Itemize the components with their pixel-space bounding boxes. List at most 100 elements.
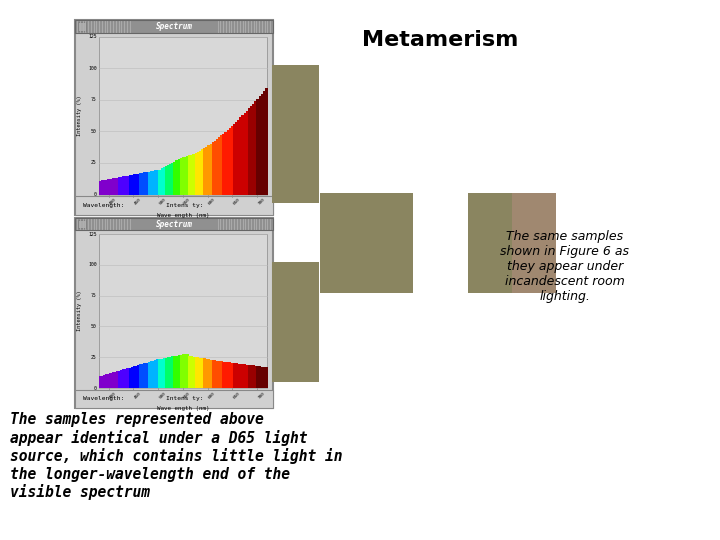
Bar <box>107 179 110 194</box>
Bar <box>152 171 155 194</box>
Bar <box>184 354 186 388</box>
Bar <box>107 374 110 388</box>
Bar <box>165 166 168 194</box>
Bar <box>75 197 273 215</box>
Text: 600: 600 <box>207 198 216 206</box>
Bar <box>139 364 142 388</box>
Bar <box>122 369 125 388</box>
Text: 650: 650 <box>233 198 240 206</box>
Bar <box>256 99 259 194</box>
Bar <box>250 106 253 194</box>
Bar <box>120 370 122 388</box>
Bar <box>222 133 225 194</box>
Bar <box>207 359 210 388</box>
Bar <box>252 366 255 388</box>
Bar <box>227 362 229 388</box>
Bar <box>137 173 140 194</box>
Bar <box>180 355 182 388</box>
Text: 25: 25 <box>91 355 96 360</box>
Bar <box>169 164 171 194</box>
Text: Intens ty:: Intens ty: <box>166 203 204 208</box>
Bar <box>261 367 264 388</box>
Bar <box>120 177 122 194</box>
Bar <box>225 362 227 388</box>
Bar <box>201 358 204 388</box>
Bar <box>78 22 86 31</box>
Bar <box>152 361 155 388</box>
Text: 400: 400 <box>109 198 117 206</box>
Bar <box>237 363 240 388</box>
Text: Wave ength (nm): Wave ength (nm) <box>157 407 209 411</box>
Bar <box>261 93 264 194</box>
Bar <box>109 373 112 388</box>
Bar <box>218 361 221 388</box>
Bar <box>150 171 153 194</box>
Bar <box>75 20 273 215</box>
Text: 450: 450 <box>133 391 142 400</box>
Bar <box>248 109 251 194</box>
Bar <box>199 151 202 194</box>
Bar <box>131 175 133 194</box>
Bar <box>190 154 193 194</box>
Bar <box>216 139 219 194</box>
Bar <box>248 365 251 388</box>
Text: 600: 600 <box>207 391 216 400</box>
Bar <box>131 367 133 388</box>
Bar <box>233 363 235 388</box>
Bar <box>233 124 235 194</box>
Bar <box>252 104 255 194</box>
Text: Intensity (%): Intensity (%) <box>78 95 83 136</box>
Text: 500: 500 <box>158 198 166 206</box>
Bar <box>254 366 257 388</box>
Bar <box>272 262 319 382</box>
Text: 0: 0 <box>94 192 96 197</box>
Bar <box>265 367 268 388</box>
Bar <box>171 163 174 194</box>
Bar <box>241 364 244 388</box>
Bar <box>137 365 140 388</box>
Text: 550: 550 <box>183 198 192 206</box>
Bar <box>186 156 189 194</box>
Bar <box>127 176 129 194</box>
Bar <box>78 220 86 228</box>
Text: 75: 75 <box>91 293 96 298</box>
Bar <box>176 160 178 194</box>
Bar <box>167 165 170 194</box>
Bar <box>141 173 144 194</box>
Bar <box>214 140 217 194</box>
Bar <box>246 364 248 388</box>
Bar <box>109 179 112 194</box>
Bar <box>263 367 266 388</box>
Text: Wavelength:: Wavelength: <box>83 396 125 401</box>
Bar <box>174 356 176 388</box>
Bar <box>133 174 135 194</box>
Bar <box>190 356 193 388</box>
Bar <box>129 175 131 194</box>
Bar <box>101 376 104 388</box>
Bar <box>272 65 319 203</box>
Bar <box>243 364 246 388</box>
Bar <box>182 157 184 194</box>
Bar <box>122 177 125 194</box>
Bar <box>105 180 108 194</box>
Bar <box>154 360 157 388</box>
Bar <box>163 167 166 194</box>
Bar <box>192 154 195 194</box>
Bar <box>165 357 168 388</box>
Bar <box>239 364 242 388</box>
Bar <box>194 357 197 388</box>
Bar <box>203 359 206 388</box>
Bar <box>114 372 117 388</box>
Text: 400: 400 <box>109 391 117 400</box>
Bar <box>188 356 191 388</box>
Text: 500: 500 <box>158 391 166 400</box>
Bar <box>220 136 222 194</box>
Bar <box>205 359 208 388</box>
Bar <box>237 120 240 194</box>
Bar <box>129 368 131 388</box>
Bar <box>156 170 159 194</box>
Bar <box>99 234 267 388</box>
Bar <box>258 96 261 194</box>
Text: 700: 700 <box>257 198 266 206</box>
Bar <box>246 111 248 194</box>
